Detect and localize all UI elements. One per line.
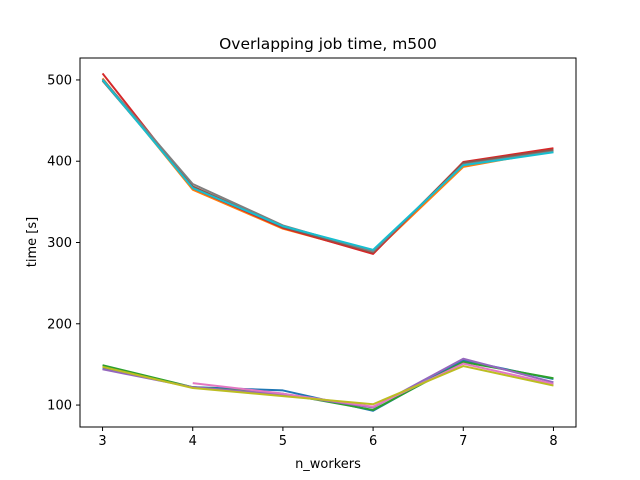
x-tick-label: 8 — [549, 434, 557, 449]
y-tick-label: 100 — [47, 399, 72, 414]
x-tick-label: 5 — [279, 434, 287, 449]
series-line-9 — [102, 365, 554, 406]
series-layer — [101, 72, 554, 412]
series-line-2 — [101, 77, 554, 255]
x-axis-label: n_workers — [295, 457, 361, 472]
y-tick-label: 400 — [47, 155, 72, 170]
series-line-8 — [101, 78, 554, 253]
x-axis: 3 4 5 6 7 8 — [98, 427, 558, 449]
y-tick-label: 300 — [47, 236, 72, 251]
chart-title: Overlapping job time, m500 — [219, 35, 437, 53]
x-tick-label: 6 — [369, 434, 377, 449]
x-tick-label: 4 — [189, 434, 197, 449]
plot-area — [79, 57, 577, 428]
series-line-6 — [101, 80, 554, 254]
y-axis-label: time [s] — [25, 217, 40, 267]
series-line-7 — [192, 362, 554, 408]
y-tick-label: 200 — [47, 317, 72, 332]
y-tick-label: 500 — [47, 73, 72, 88]
x-tick-label: 7 — [459, 434, 467, 449]
series-line-10 — [101, 79, 554, 251]
x-tick-label: 3 — [98, 434, 106, 449]
y-axis: 100 200 300 400 500 — [47, 73, 80, 414]
